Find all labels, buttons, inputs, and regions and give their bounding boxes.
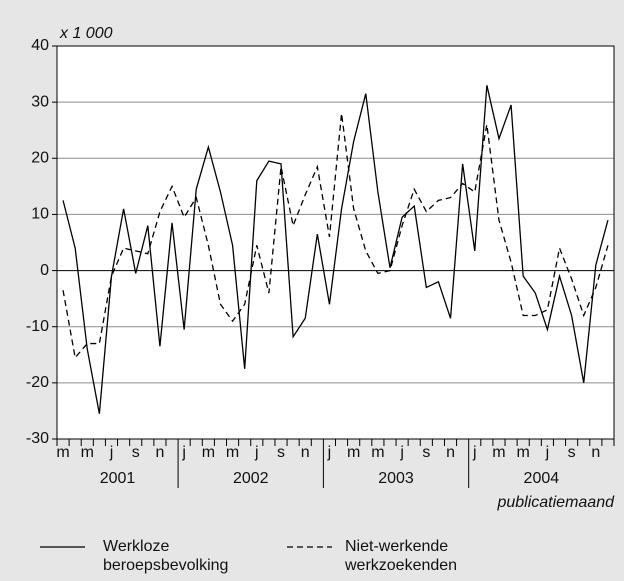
legend-label: Werkloze beroepsbevolking xyxy=(103,538,228,574)
x-tick-label: n xyxy=(591,444,600,461)
year-label: 2004 xyxy=(524,470,560,487)
x-tick-label: m xyxy=(492,444,505,461)
year-label: 2003 xyxy=(378,470,414,487)
x-tick-label: m xyxy=(347,444,360,461)
x-tick-label: n xyxy=(155,444,164,461)
y-tick-label: 30 xyxy=(31,93,49,110)
x-tick-label: m xyxy=(517,444,530,461)
x-tick-label: j xyxy=(109,444,114,461)
y-tick-label: -10 xyxy=(26,318,49,335)
x-tick-label: s xyxy=(277,444,285,461)
year-label: 2001 xyxy=(100,470,136,487)
x-tick-label: m xyxy=(226,444,239,461)
x-tick-label: m xyxy=(202,444,215,461)
x-tick-label: j xyxy=(472,444,477,461)
x-tick-label: j xyxy=(181,444,186,461)
x-axis-label: publicatiemaand xyxy=(496,494,615,511)
x-tick-label: s xyxy=(132,444,140,461)
y-tick-label: 40 xyxy=(31,37,49,54)
x-tick-label: j xyxy=(254,444,259,461)
x-tick-label: s xyxy=(422,444,430,461)
x-tick-label: j xyxy=(399,444,404,461)
plot-area xyxy=(57,46,614,439)
y-tick-label: 20 xyxy=(31,150,49,167)
x-tick-label: n xyxy=(301,444,310,461)
x-tick-label: s xyxy=(568,444,576,461)
y-tick-label: -30 xyxy=(26,430,49,447)
series-line xyxy=(62,113,609,360)
x-tick-label: m xyxy=(81,444,94,461)
x-tick-label: j xyxy=(327,444,332,461)
x-tick-label: m xyxy=(371,444,384,461)
x-tick-label: m xyxy=(56,444,69,461)
legend-label: Niet-werkende werkzoekenden xyxy=(344,538,457,574)
plot-frame xyxy=(56,45,615,440)
y-tick-label: 0 xyxy=(40,262,49,279)
y-tick-label: -20 xyxy=(26,374,49,391)
x-tick-label: j xyxy=(545,444,550,461)
year-label: 2002 xyxy=(233,470,269,487)
x-tick-label: n xyxy=(446,444,455,461)
y-tick-label: 10 xyxy=(31,206,49,223)
series-line xyxy=(62,85,609,414)
y-axis-label: x 1 000 xyxy=(59,25,113,42)
